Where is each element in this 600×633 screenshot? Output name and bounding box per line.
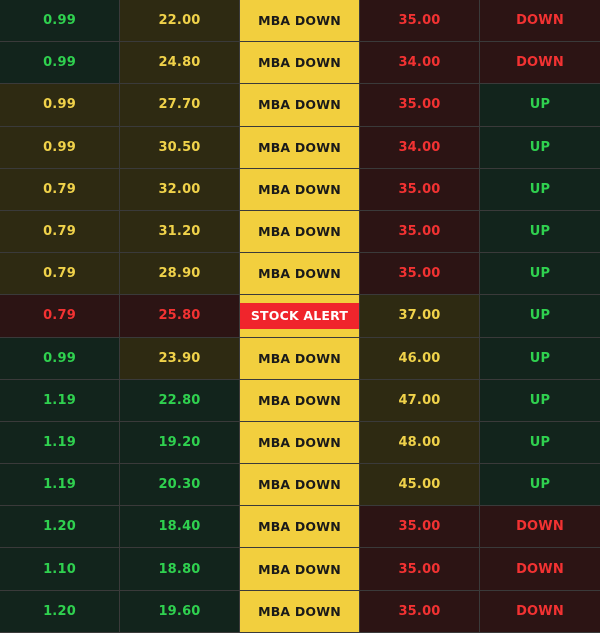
value-cell: 19.60 xyxy=(120,590,240,633)
status-cell: MBA DOWN xyxy=(240,253,360,296)
value-cell: 31.20 xyxy=(120,210,240,254)
price-cell: 1.10 xyxy=(0,548,120,591)
direction-cell: UP xyxy=(480,126,600,169)
price-cell: 0.99 xyxy=(0,126,120,169)
value-cell: 19.20 xyxy=(120,421,240,465)
status-cell: MBA DOWN xyxy=(240,126,360,169)
value-cell: 25.80 xyxy=(120,295,240,338)
target-cell: 47.00 xyxy=(360,379,480,422)
value-cell: 22.00 xyxy=(120,0,240,43)
direction-cell: UP xyxy=(480,464,600,507)
status-cell: MBA DOWN xyxy=(240,590,360,633)
price-cell: 0.99 xyxy=(0,84,120,127)
target-cell: 34.00 xyxy=(360,42,480,85)
direction-cell: UP xyxy=(480,337,600,380)
status-cell: MBA DOWN xyxy=(240,210,360,254)
value-cell: 28.90 xyxy=(120,253,240,296)
status-cell: MBA DOWN xyxy=(240,0,360,43)
price-cell: 0.79 xyxy=(0,253,120,296)
status-cell: MBA DOWN xyxy=(240,168,360,211)
price-cell: 1.19 xyxy=(0,379,120,422)
price-cell: 0.99 xyxy=(0,42,120,85)
value-cell: 27.70 xyxy=(120,84,240,127)
direction-cell: UP xyxy=(480,295,600,338)
status-cell: MBA DOWN xyxy=(240,548,360,591)
value-cell: 18.40 xyxy=(120,506,240,549)
price-cell: 0.79 xyxy=(0,168,120,211)
target-cell: 35.00 xyxy=(360,506,480,549)
status-cell: MBA DOWN xyxy=(240,42,360,85)
status-cell: MBA DOWN xyxy=(240,506,360,549)
target-cell: 35.00 xyxy=(360,253,480,296)
price-cell: 0.79 xyxy=(0,210,120,254)
direction-cell: DOWN xyxy=(480,590,600,633)
price-cell: 1.19 xyxy=(0,421,120,465)
price-cell: 1.20 xyxy=(0,590,120,633)
direction-cell: DOWN xyxy=(480,42,600,85)
value-cell: 22.80 xyxy=(120,379,240,422)
status-cell: MBA DOWN xyxy=(240,337,360,380)
status-cell: MBA DOWN xyxy=(240,421,360,465)
value-cell: 30.50 xyxy=(120,126,240,169)
target-cell: 35.00 xyxy=(360,168,480,211)
target-cell: 45.00 xyxy=(360,464,480,507)
direction-cell: DOWN xyxy=(480,506,600,549)
value-cell: 18.80 xyxy=(120,548,240,591)
value-cell: 32.00 xyxy=(120,168,240,211)
value-cell: 24.80 xyxy=(120,42,240,85)
value-cell: 20.30 xyxy=(120,464,240,507)
price-cell: 0.79 xyxy=(0,295,120,338)
direction-cell: UP xyxy=(480,210,600,254)
direction-cell: DOWN xyxy=(480,548,600,591)
status-cell: MBA DOWN xyxy=(240,379,360,422)
direction-cell: DOWN xyxy=(480,0,600,43)
target-cell: 46.00 xyxy=(360,337,480,380)
stock-alert-badge: STOCK ALERT xyxy=(240,303,359,329)
target-cell: 37.00 xyxy=(360,295,480,338)
status-cell: MBA DOWN xyxy=(240,464,360,507)
direction-cell: UP xyxy=(480,421,600,465)
price-cell: 1.20 xyxy=(0,506,120,549)
value-cell: 23.90 xyxy=(120,337,240,380)
target-cell: 35.00 xyxy=(360,84,480,127)
price-cell: 0.99 xyxy=(0,337,120,380)
status-cell: MBA DOWN xyxy=(240,84,360,127)
target-cell: 35.00 xyxy=(360,548,480,591)
target-cell: 35.00 xyxy=(360,210,480,254)
price-cell: 0.99 xyxy=(0,0,120,43)
status-cell: STOCK ALERT xyxy=(240,295,360,338)
direction-cell: UP xyxy=(480,253,600,296)
target-cell: 34.00 xyxy=(360,126,480,169)
target-cell: 35.00 xyxy=(360,0,480,43)
price-cell: 1.19 xyxy=(0,464,120,507)
direction-cell: UP xyxy=(480,84,600,127)
direction-cell: UP xyxy=(480,168,600,211)
target-cell: 35.00 xyxy=(360,590,480,633)
direction-cell: UP xyxy=(480,379,600,422)
target-cell: 48.00 xyxy=(360,421,480,465)
